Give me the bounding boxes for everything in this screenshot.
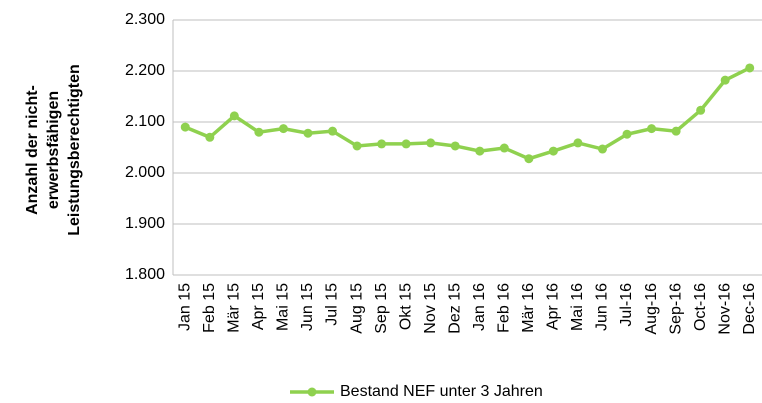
x-tick-label: Feb 15 [201, 283, 218, 333]
point [377, 139, 387, 149]
point [278, 124, 288, 134]
x-tick-label: Jun 15 [299, 283, 316, 331]
x-tick-label: Jan 16 [471, 283, 488, 331]
x-tick-label: Mär 15 [226, 283, 243, 333]
x-tick-label: Jul 15 [324, 283, 341, 326]
point [573, 138, 583, 148]
point [745, 63, 755, 73]
x-tick-label: Feb 16 [496, 283, 513, 333]
x-tick-label: Mai 16 [569, 283, 586, 331]
y-tick-label: 1.900 [125, 215, 165, 232]
x-tick-label: Sep-16 [667, 283, 684, 335]
x-tick-label: Nov 15 [422, 283, 439, 334]
point [622, 129, 632, 139]
point [180, 122, 190, 132]
x-tick-label: Jan 15 [176, 283, 193, 331]
point [352, 141, 362, 151]
x-tick-label: Nov-16 [716, 283, 733, 335]
point [426, 138, 436, 148]
x-tick-label: Apr 16 [545, 283, 562, 330]
legend-marker [307, 387, 317, 397]
point [229, 111, 239, 121]
x-tick-label: Aug-16 [643, 283, 660, 335]
point [720, 75, 730, 85]
point [303, 128, 313, 138]
point [328, 126, 338, 136]
point [401, 139, 411, 149]
point [647, 124, 657, 134]
x-tick-label: Jun 16 [594, 283, 611, 331]
x-tick-label: Jul-16 [618, 283, 635, 327]
x-tick-label: Sep 15 [373, 283, 390, 334]
x-tick-label: Dez 15 [446, 283, 463, 334]
y-tick-label: 2.200 [125, 62, 165, 79]
x-tick-label: Oct-16 [692, 283, 709, 331]
series-line [184, 66, 751, 161]
y-axis-label: Leistungsberechtigten [66, 64, 83, 236]
point [254, 127, 264, 137]
y-tick-label: 2.100 [125, 113, 165, 130]
y-axis-label: erwerbsfähigen [45, 91, 62, 209]
y-tick-label: 1.800 [125, 266, 165, 283]
x-tick-label: Okt 15 [397, 283, 414, 330]
x-tick-label: Mai 15 [275, 283, 292, 331]
y-axis-label: Anzahl der nicht- [24, 85, 41, 215]
y-tick-label: 2.000 [125, 164, 165, 181]
x-tick-label: Mär 16 [520, 283, 537, 333]
x-tick-label: Dec-16 [741, 283, 758, 335]
point [597, 144, 607, 154]
point [671, 126, 681, 136]
legend-label: Bestand NEF unter 3 Jahren [340, 383, 543, 400]
y-tick-label: 2.300 [125, 11, 165, 28]
point [696, 105, 706, 115]
point [450, 141, 460, 151]
point [524, 154, 534, 164]
point [499, 143, 509, 153]
point [548, 146, 558, 156]
x-tick-label: Apr 15 [250, 283, 267, 330]
x-tick-label: Aug 15 [348, 283, 365, 334]
point [475, 146, 485, 156]
point [205, 132, 215, 142]
